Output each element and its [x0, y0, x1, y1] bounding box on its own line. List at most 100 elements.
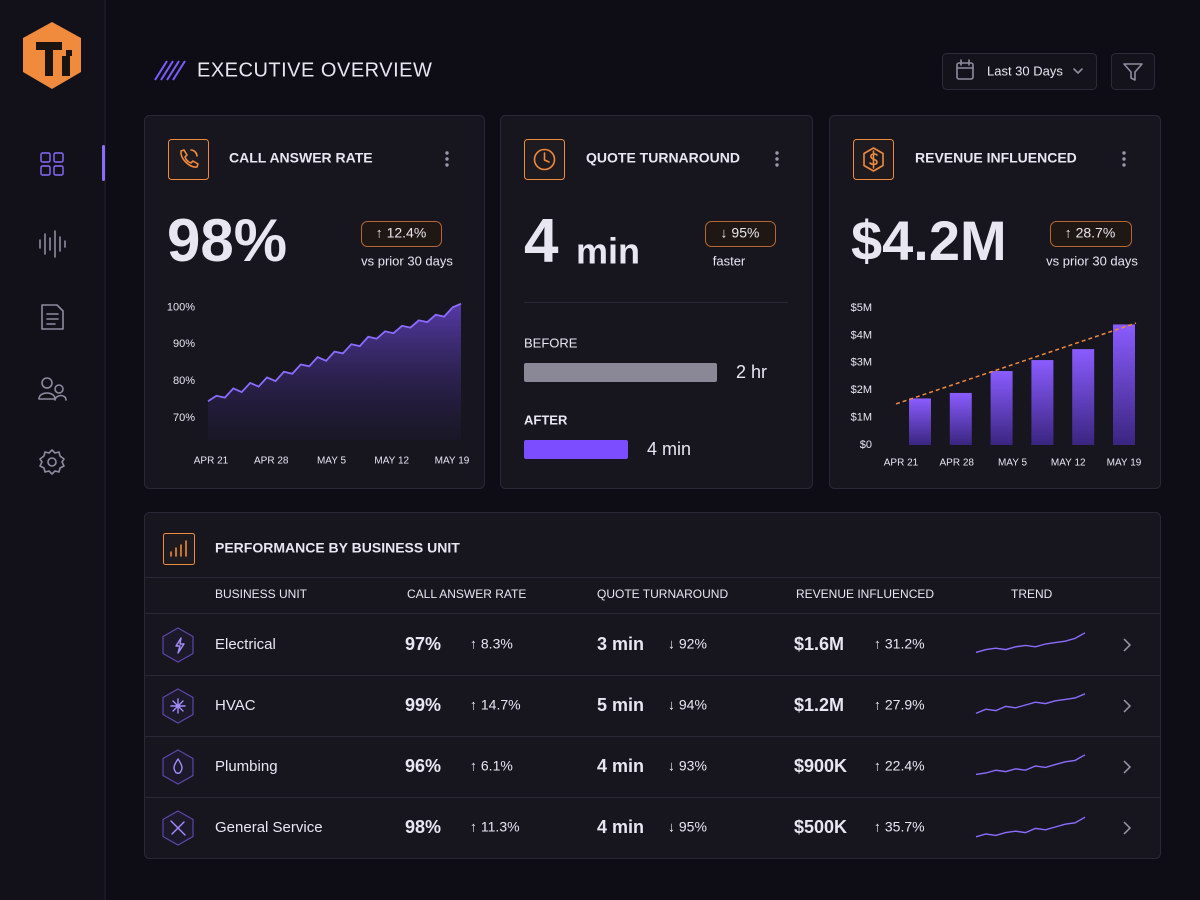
y-tick-label: $2M — [851, 384, 872, 396]
unit-glyph — [170, 820, 186, 836]
trend-line — [895, 322, 1137, 405]
revenue-icon — [853, 139, 894, 180]
y-tick-label: $4M — [851, 329, 872, 341]
kpi-note: vs prior 30 days — [1046, 253, 1138, 268]
area-fill — [208, 303, 461, 440]
x-tick-label: APR 28 — [254, 456, 289, 467]
bar — [1031, 360, 1054, 445]
rate-change: ↑ 8.3% — [470, 636, 513, 652]
turnaround-change: ↓ 92% — [668, 636, 707, 652]
column-header: TREND — [1011, 587, 1053, 601]
card-title: REVENUE INFLUENCED — [915, 150, 1077, 166]
y-tick-label: 90% — [173, 338, 195, 350]
card-menu[interactable] — [445, 151, 449, 167]
y-tick-label: $1M — [851, 412, 872, 424]
turnaround: 3 min — [597, 634, 644, 654]
row-chevron[interactable] — [1123, 638, 1132, 652]
kpi-unit: min — [576, 231, 640, 272]
x-tick-label: APR 21 — [884, 458, 919, 469]
y-tick-label: 70% — [173, 412, 195, 424]
title-icon — [154, 60, 186, 81]
x-tick-label: MAY 12 — [1051, 458, 1086, 469]
chart-icon — [163, 533, 195, 565]
revenue-change: ↑ 31.2% — [874, 636, 925, 652]
y-tick-label: $3M — [851, 357, 872, 369]
unit-glyph — [173, 758, 183, 774]
row-chevron[interactable] — [1123, 821, 1132, 835]
unit-name: Electrical — [215, 636, 276, 653]
sparkline — [975, 693, 1086, 715]
unit-glyph — [170, 698, 186, 714]
rate-change: ↑ 14.7% — [470, 697, 521, 713]
page-title: EXECUTIVE OVERVIEW — [197, 59, 432, 81]
revenue: $500K — [794, 817, 847, 837]
kpi-change: ↑ 28.7% — [1065, 225, 1116, 241]
sparkline — [975, 754, 1086, 776]
kpi-change: ↓ 95% — [721, 225, 760, 241]
x-tick-label: MAY 12 — [374, 456, 409, 467]
filter-button[interactable] — [1111, 53, 1155, 90]
nav-settings[interactable] — [39, 449, 65, 475]
card-title: QUOTE TURNAROUND — [586, 150, 740, 166]
logo — [23, 22, 81, 89]
rate: 96% — [405, 756, 441, 776]
line — [207, 302, 462, 403]
date-filter-label: Last 30 Days — [987, 63, 1063, 78]
change-pill — [705, 221, 776, 247]
revenue-change: ↑ 27.9% — [874, 697, 925, 713]
unit-name: HVAC — [215, 697, 256, 714]
rate-change: ↑ 6.1% — [470, 758, 513, 774]
kpi-value: $4.2M — [851, 209, 1007, 272]
y-tick-label: 80% — [173, 375, 195, 387]
after-value: 4 min — [647, 439, 691, 459]
row-chevron[interactable] — [1123, 760, 1132, 774]
turnaround: 4 min — [597, 756, 644, 776]
rate: 98% — [405, 817, 441, 837]
bar — [990, 371, 1013, 445]
revenue: $900K — [794, 756, 847, 776]
column-header: QUOTE TURNAROUND — [597, 587, 728, 601]
x-tick-label: MAY 19 — [1107, 458, 1142, 469]
card-menu[interactable] — [775, 151, 779, 167]
date-filter[interactable]: Last 30 Days — [942, 53, 1097, 90]
turnaround-change: ↓ 95% — [668, 819, 707, 835]
row-chevron[interactable] — [1123, 699, 1132, 713]
unit-name: General Service — [215, 819, 323, 836]
card-menu[interactable] — [1122, 151, 1126, 167]
card-title: CALL ANSWER RATE — [229, 150, 373, 166]
column-header: REVENUE INFLUENCED — [796, 587, 934, 601]
before-value: 2 hr — [736, 362, 767, 382]
nav-dashboard[interactable] — [40, 145, 105, 181]
phone-icon — [168, 139, 209, 180]
x-tick-label: MAY 19 — [435, 456, 470, 467]
turnaround-change: ↓ 93% — [668, 758, 707, 774]
turnaround: 4 min — [597, 817, 644, 837]
nav-team[interactable] — [38, 377, 67, 401]
nav-analytics[interactable] — [39, 230, 66, 258]
change-pill — [1050, 221, 1132, 247]
revenue: $1.6M — [794, 634, 844, 654]
kpi-value: 4 — [524, 206, 559, 275]
kpi-change: ↑ 12.4% — [376, 225, 427, 241]
kpi-value: 98% — [167, 207, 287, 274]
sparkline — [975, 632, 1086, 654]
unit-glyph — [175, 637, 185, 654]
turnaround-change: ↓ 94% — [668, 697, 707, 713]
unit-icon — [162, 627, 194, 663]
after-bar — [524, 440, 628, 459]
x-tick-label: APR 28 — [940, 458, 975, 469]
card — [144, 512, 1161, 859]
bar — [1072, 349, 1095, 445]
y-tick-label: 100% — [167, 301, 195, 313]
y-tick-label: $5M — [851, 302, 872, 314]
sparkline — [975, 816, 1086, 838]
turnaround: 5 min — [597, 695, 644, 715]
unit-name: Plumbing — [215, 758, 278, 775]
after-label: AFTER — [524, 412, 568, 427]
revenue-change: ↑ 22.4% — [874, 758, 925, 774]
change-pill — [361, 221, 442, 247]
x-tick-label: MAY 5 — [317, 456, 347, 467]
nav-reports[interactable] — [41, 304, 64, 330]
